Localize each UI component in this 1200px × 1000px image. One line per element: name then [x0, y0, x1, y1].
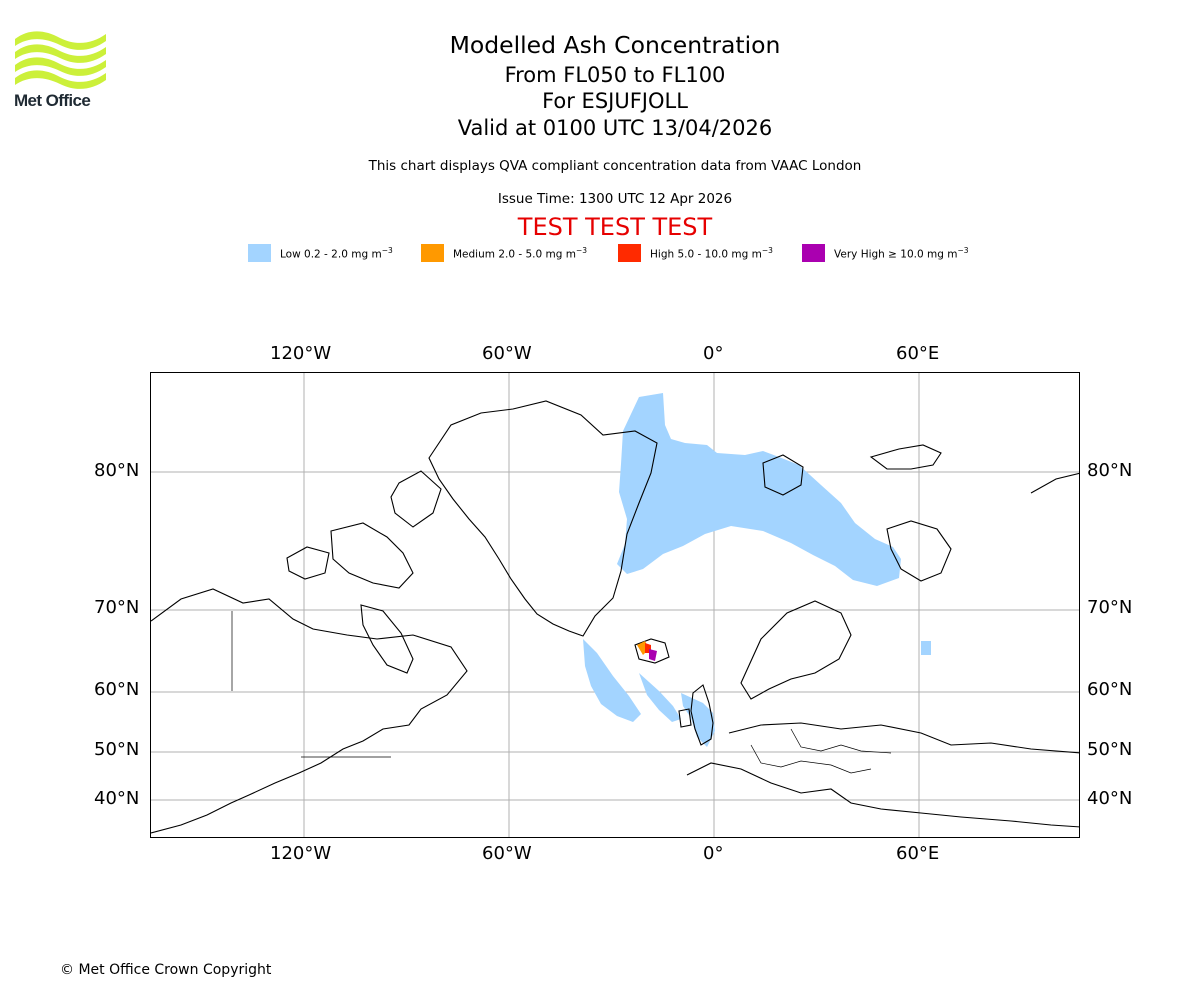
- ash-low-concentration: [583, 393, 931, 747]
- north-america-coast: [151, 588, 468, 834]
- lon-label-top-60e: 60°E: [896, 343, 940, 364]
- lat-label-right-40n: 40°N: [1087, 788, 1133, 809]
- ellesmere-coast: [390, 470, 442, 528]
- ash-plume-east: [921, 641, 931, 655]
- ireland-coast: [678, 708, 692, 728]
- mediterranean-coast: [686, 762, 1079, 828]
- volcano-name: For ESJUFJOLL: [542, 89, 688, 113]
- lat-label-right-80n: 80°N: [1087, 460, 1133, 481]
- copyright-notice: © Met Office Crown Copyright: [60, 962, 272, 978]
- chart-title: Modelled Ash Concentration: [449, 31, 781, 59]
- logo-waves-icon: [15, 31, 106, 89]
- flight-level-range: From FL050 to FL100: [504, 63, 726, 87]
- lat-label-right-50n: 50°N: [1087, 739, 1133, 760]
- siberia-coast: [1030, 472, 1079, 494]
- baffin-coast: [330, 522, 414, 589]
- ash-plume-sea: [639, 673, 681, 722]
- lon-label-top-60w: 60°W: [482, 343, 532, 364]
- lon-label-bottom-120w: 120°W: [270, 843, 332, 864]
- svalbard-coast: [762, 454, 804, 496]
- coastlines: [151, 400, 1079, 834]
- legend-label-very-high: Very High ≥ 10.0 mg m−3: [834, 246, 969, 261]
- lat-label-left-60n: 60°N: [94, 679, 140, 700]
- east-europe-borders: [790, 728, 892, 754]
- europe-borders: [750, 744, 872, 774]
- borders: [231, 611, 892, 774]
- ash-very-high-concentration: [649, 649, 657, 661]
- europe-asia-coast: [728, 722, 1079, 754]
- ash-plume-uk: [681, 693, 715, 747]
- lat-label-right-60n: 60°N: [1087, 679, 1133, 700]
- legend-swatch-high: [618, 244, 641, 262]
- legend-swatch-very-high: [802, 244, 825, 262]
- ash-map: [150, 372, 1080, 838]
- map-canvas: [151, 373, 1079, 837]
- lat-label-left-80n: 80°N: [94, 460, 140, 481]
- ash-plume-arctic: [617, 393, 901, 586]
- issue-time: Issue Time: 1300 UTC 12 Apr 2026: [497, 191, 733, 207]
- legend-swatch-medium: [421, 244, 444, 262]
- valid-time: Valid at 0100 UTC 13/04/2026: [457, 116, 773, 140]
- lon-label-bottom-60e: 60°E: [896, 843, 940, 864]
- victoria-island: [286, 546, 330, 580]
- lat-label-left-40n: 40°N: [94, 788, 140, 809]
- legend-label-low: Low 0.2 - 2.0 mg m−3: [280, 246, 393, 261]
- great-britain-coast: [690, 684, 714, 746]
- legend-swatch-low: [248, 244, 271, 262]
- logo-text: Met Office: [14, 91, 91, 110]
- novaya-zemlya-coast: [886, 520, 952, 582]
- lat-label-right-70n: 70°N: [1087, 597, 1133, 618]
- ash-plume-greenland-south: [583, 639, 641, 722]
- graticule: [151, 373, 1079, 837]
- lon-label-top-0: 0°: [703, 343, 724, 364]
- lat-label-left-50n: 50°N: [94, 739, 140, 760]
- lon-label-bottom-60w: 60°W: [482, 843, 532, 864]
- hudson-bay: [360, 604, 414, 674]
- lon-label-bottom-0: 0°: [703, 843, 724, 864]
- volcano-source-concentrations: [637, 641, 657, 661]
- scandinavia-coast: [740, 600, 852, 700]
- lon-label-top-120w: 120°W: [270, 343, 332, 364]
- test-banner: TEST TEST TEST: [517, 213, 713, 241]
- lat-label-left-70n: 70°N: [94, 597, 140, 618]
- franz-josef-land: [869, 444, 942, 470]
- compliance-note: This chart displays QVA compliant concen…: [368, 158, 862, 174]
- legend-label-high: High 5.0 - 10.0 mg m−3: [650, 246, 773, 261]
- iceland-coast: [634, 638, 670, 664]
- legend-label-medium: Medium 2.0 - 5.0 mg m−3: [453, 246, 588, 261]
- greenland-coast: [428, 400, 658, 637]
- met-office-logo: Met Office: [14, 30, 108, 112]
